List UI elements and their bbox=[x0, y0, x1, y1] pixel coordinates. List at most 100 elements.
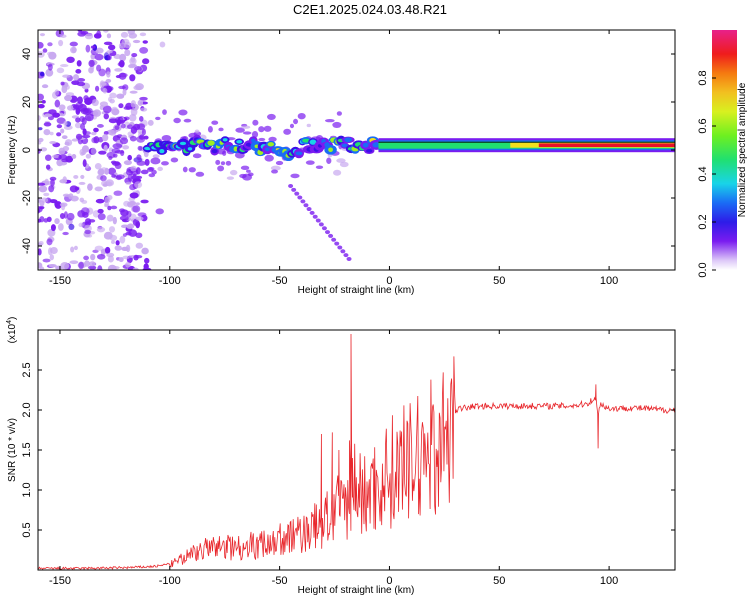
noise-blob bbox=[88, 261, 96, 267]
noise-blob bbox=[152, 154, 160, 159]
ridge-core bbox=[328, 147, 334, 152]
noise-blob bbox=[155, 208, 164, 215]
noise-blob bbox=[71, 80, 80, 86]
spectral-blob bbox=[267, 113, 276, 121]
y-tick-label: -20 bbox=[21, 190, 33, 206]
noise-blob bbox=[122, 233, 127, 237]
noise-blob bbox=[134, 181, 143, 189]
noise-blob bbox=[73, 245, 78, 251]
y-tick-label: 2.0 bbox=[21, 402, 33, 417]
spectral-blob bbox=[331, 237, 337, 242]
noise-blob bbox=[42, 258, 51, 263]
noise-blob bbox=[44, 154, 52, 161]
spectral-blob bbox=[318, 222, 324, 227]
noise-blob bbox=[77, 210, 86, 218]
x-tick-label: 100 bbox=[600, 575, 618, 587]
noise-blob bbox=[76, 78, 86, 82]
spectral-blob bbox=[268, 136, 277, 142]
colorbar-tick-label: 0.4 bbox=[697, 166, 709, 181]
x-tick-label: 100 bbox=[600, 275, 618, 287]
x-tick-label: -150 bbox=[49, 275, 71, 287]
noise-blob bbox=[56, 124, 63, 129]
noise-blob bbox=[122, 88, 127, 96]
noise-blob bbox=[69, 41, 78, 47]
spectral-blob bbox=[150, 157, 161, 165]
noise-blob bbox=[90, 147, 97, 155]
noise-blob bbox=[49, 254, 55, 261]
spectral-blob bbox=[217, 165, 225, 172]
spectral-blob bbox=[229, 169, 238, 176]
ridge-core bbox=[187, 147, 193, 151]
spectral-blob bbox=[258, 137, 266, 142]
noise-blob bbox=[109, 234, 118, 241]
noise-blob bbox=[138, 116, 144, 122]
noise-blob bbox=[113, 190, 123, 196]
spectral-blob bbox=[343, 253, 349, 258]
spectral-blob bbox=[340, 249, 346, 254]
noise-blob bbox=[74, 186, 80, 191]
spectral-blob bbox=[188, 167, 196, 173]
noise-blob bbox=[130, 100, 137, 108]
noise-blob bbox=[106, 252, 115, 258]
ridge-core bbox=[236, 139, 243, 144]
spectral-blob bbox=[306, 123, 311, 128]
ridge-core bbox=[372, 142, 381, 148]
spectral-blob bbox=[218, 127, 224, 132]
noise-blob bbox=[38, 141, 42, 145]
noise-blob bbox=[95, 198, 105, 204]
noise-blob bbox=[103, 131, 109, 135]
spectrogram-x-ticks: -150 -100 -50 0 50 100 bbox=[49, 30, 618, 287]
spectral-blob bbox=[207, 126, 213, 133]
noise-blob bbox=[108, 226, 116, 233]
noise-blob bbox=[80, 174, 85, 180]
noise-blob bbox=[118, 103, 124, 109]
noise-blob bbox=[115, 75, 121, 79]
spectral-blob bbox=[130, 175, 141, 180]
noise-blob bbox=[97, 136, 104, 143]
noise-blob bbox=[47, 42, 53, 47]
noise-blob bbox=[147, 119, 154, 126]
noise-blob bbox=[110, 205, 118, 210]
spectral-blob bbox=[264, 154, 274, 162]
noise-blob bbox=[122, 255, 130, 260]
spectral-blob bbox=[123, 116, 130, 121]
noise-blob bbox=[137, 99, 144, 106]
noise-blob bbox=[92, 109, 102, 117]
noise-blob bbox=[127, 30, 136, 35]
noise-blob bbox=[132, 205, 141, 213]
noise-blob bbox=[129, 192, 139, 199]
noise-blob bbox=[123, 160, 132, 166]
spectral-blob bbox=[113, 153, 118, 158]
noise-blob bbox=[91, 99, 99, 107]
noise-blob bbox=[56, 132, 62, 137]
noise-blob bbox=[52, 112, 61, 118]
noise-blob bbox=[59, 202, 68, 207]
noise-blob bbox=[65, 155, 74, 163]
noise-blob bbox=[106, 50, 113, 54]
y-tick-label: 1.5 bbox=[21, 442, 33, 457]
noise-blob bbox=[132, 218, 139, 226]
noise-blob bbox=[68, 223, 75, 231]
spectral-blob bbox=[155, 116, 161, 121]
noise-blob bbox=[107, 255, 114, 263]
colorbar: 0.0 0.2 0.4 0.6 0.8 Normalized spectral ampl… bbox=[697, 30, 748, 278]
spectral-blob bbox=[114, 125, 120, 131]
noise-blob bbox=[96, 124, 104, 128]
spectral-blob bbox=[114, 150, 125, 154]
spectral-blob bbox=[222, 150, 227, 156]
spectral-blob bbox=[173, 117, 181, 124]
spectral-blob bbox=[126, 124, 134, 130]
spectral-blob bbox=[240, 125, 251, 129]
noise-blob bbox=[97, 208, 104, 214]
spectral-blob bbox=[161, 134, 172, 142]
spectral-blob bbox=[157, 166, 163, 172]
noise-blob bbox=[50, 178, 55, 187]
spectrogram-x-label: Height of straight line (km) bbox=[298, 285, 415, 296]
noise-blob bbox=[106, 151, 116, 159]
noise-blob bbox=[79, 197, 85, 203]
noise-blob bbox=[103, 41, 113, 46]
noise-blob bbox=[143, 263, 149, 270]
noise-blob bbox=[62, 193, 70, 197]
noise-blob bbox=[106, 71, 111, 78]
noise-blob bbox=[38, 206, 43, 213]
